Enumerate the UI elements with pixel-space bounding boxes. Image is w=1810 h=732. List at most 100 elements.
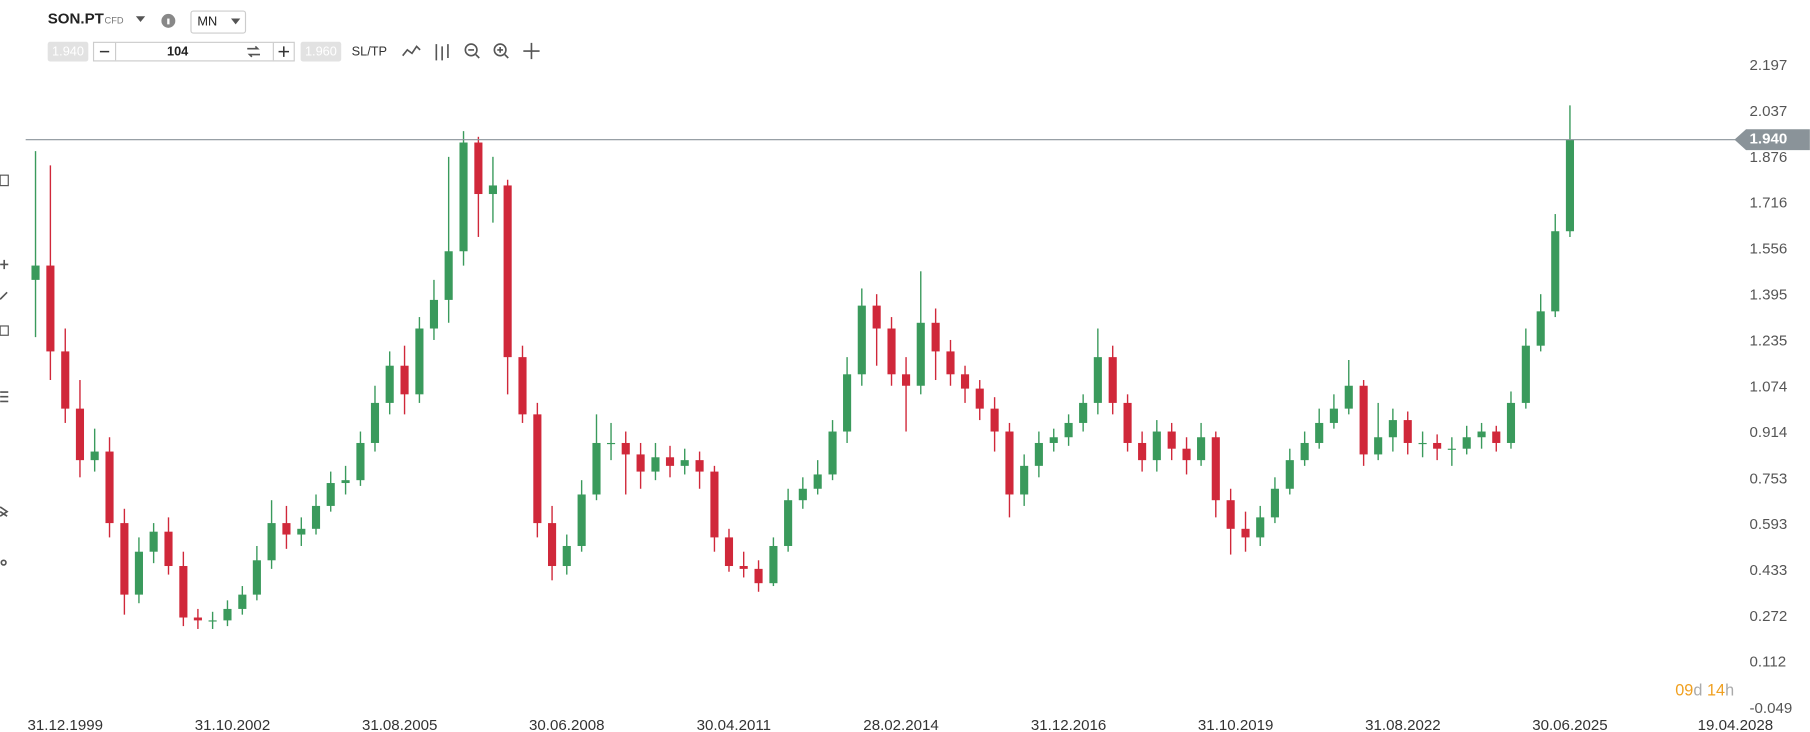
tool-icon[interactable] [0, 291, 8, 300]
candle-body [975, 388, 984, 409]
candle-body [931, 322, 940, 352]
sell-button[interactable] [47, 41, 89, 62]
candle-body [739, 566, 748, 569]
candle-body [370, 402, 380, 443]
plot-area: -0.049 0.112 0.272 0.433 0.593 0.753 0.914 1.07… [25, 57, 1810, 732]
candle-body [149, 531, 158, 552]
candle-body [872, 305, 881, 329]
line-chart-icon[interactable] [402, 45, 421, 57]
candle-body [459, 142, 468, 252]
candle-body [252, 560, 261, 595]
candle-body [400, 365, 409, 395]
price-tag [1734, 129, 1810, 151]
candle-body [1447, 448, 1456, 450]
interval: MN [197, 13, 217, 28]
buy-button[interactable] [300, 41, 342, 62]
y-tick-label: 0.112 [1750, 654, 1787, 671]
candle-body [415, 328, 424, 395]
candle-body [1565, 139, 1575, 232]
candle-body [1433, 442, 1442, 449]
candle-body [356, 442, 365, 481]
candle-body [724, 537, 734, 567]
candle-body [710, 471, 719, 538]
candle-body [1270, 488, 1279, 518]
y-tick-label: 1.716 [1750, 195, 1788, 212]
candle-body [134, 551, 143, 595]
candle-body [1315, 422, 1324, 443]
y-tick-label: 1.556 [1750, 241, 1788, 258]
refresh-icon[interactable] [247, 45, 261, 58]
interval-select[interactable] [190, 10, 247, 34]
candle-body [46, 265, 55, 352]
candle-body [798, 488, 807, 501]
candle-body [341, 480, 350, 484]
x-tick-label: 31.12.2016 [1031, 717, 1106, 732]
candle-body [533, 414, 542, 524]
candle-body [636, 454, 645, 472]
candle-body [238, 594, 247, 609]
candle-body [474, 142, 483, 195]
candle-chart-icon[interactable] [435, 44, 449, 61]
y-tick-label: 0.593 [1750, 516, 1788, 533]
info-glyph [167, 18, 170, 25]
candle-body [902, 374, 911, 386]
candle-body [1005, 431, 1014, 495]
volume-box[interactable] [92, 41, 295, 62]
x-tick-label: 30.06.2008 [529, 717, 604, 732]
pan-icon[interactable] [523, 42, 540, 60]
plus-icon[interactable] [278, 46, 290, 57]
x-tick-label: 31.12.1999 [28, 717, 103, 732]
tool-icon[interactable] [0, 325, 9, 336]
tool-icon[interactable] [0, 559, 7, 566]
candle-body [311, 505, 321, 529]
candle-body [105, 451, 114, 524]
candle-body [1344, 385, 1353, 409]
candle-body [1462, 437, 1471, 449]
candle-body [1388, 420, 1397, 438]
countdown: 09d 14h [1675, 682, 1734, 700]
sltp[interactable]: SL/TP [352, 44, 387, 59]
candle-body [1551, 231, 1560, 312]
candle-body [1034, 442, 1043, 466]
symbol[interactable]: SON.PT [48, 11, 105, 28]
y-tick-label: 0.753 [1750, 470, 1788, 487]
candle-body [1197, 437, 1206, 461]
candle-body [61, 351, 70, 409]
candle-body [444, 251, 453, 300]
candle-body [1226, 500, 1235, 529]
countdown-unit: h [1725, 682, 1734, 700]
candle-body [1211, 437, 1220, 501]
zoom-in-glyph [497, 46, 509, 59]
interval-dropdown [231, 18, 241, 25]
candle-body [621, 442, 630, 455]
candle-body [1152, 431, 1161, 461]
countdown-hours: 14 [1707, 682, 1725, 700]
candle-body [1108, 357, 1117, 403]
countdown-days: 09 [1675, 682, 1693, 700]
candle-body [385, 365, 394, 403]
tool-icon[interactable] [0, 391, 9, 403]
tool-icon[interactable] [0, 174, 9, 187]
candle-body [164, 531, 173, 567]
candle-body [769, 545, 778, 584]
candle-body [1182, 448, 1191, 461]
candle-body [592, 442, 601, 495]
zoom-out-icon[interactable] [464, 43, 478, 57]
candle-body [1020, 465, 1029, 495]
candle-body [1329, 408, 1338, 423]
candle-body [31, 265, 40, 280]
symbol-dropdown[interactable] [135, 16, 146, 23]
tool-icon[interactable] [0, 506, 9, 517]
candle-body [1536, 311, 1545, 346]
candle-body [990, 408, 999, 432]
zoom-in-icon[interactable] [493, 43, 507, 57]
volume: 104 [167, 44, 189, 59]
tool-icon[interactable] [0, 259, 9, 270]
candle-body [606, 442, 616, 445]
candle-body [75, 408, 85, 461]
candle-body [887, 328, 896, 375]
candle-body [548, 523, 557, 567]
x-tick-label: 31.08.2022 [1365, 717, 1440, 732]
y-tick-label: 2.037 [1750, 103, 1788, 120]
